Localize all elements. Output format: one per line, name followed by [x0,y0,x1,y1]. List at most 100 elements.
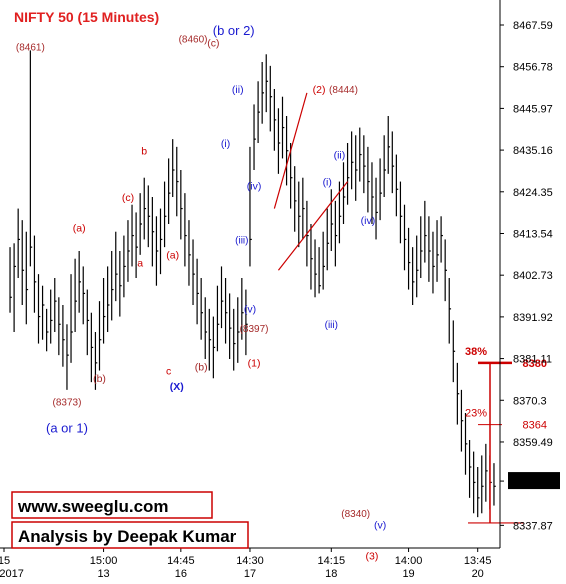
fibonacci-levels: 38% 8380 23% 8364 [465,346,547,524]
price-bar [416,235,419,298]
price-bar [379,158,382,221]
last-price-label: 8349.35 [513,476,553,488]
price-bar [412,247,415,305]
wave-label: c [166,365,171,377]
price-bar [245,289,248,356]
wave-label: (b or 2) [213,23,255,38]
y-tick-label: 8424.35 [513,187,553,199]
y-tick-label: 8456.78 [513,62,553,74]
price-bar [391,131,395,194]
price-bar [473,451,476,514]
wave-label: (3) [366,551,379,563]
price-bar [318,247,321,294]
website-text: www.sweeglu.com [17,497,169,516]
price-bar [188,220,191,286]
price-bar [17,208,20,278]
price-bar [302,177,305,240]
price-bar [66,324,69,390]
price-bar [359,127,362,182]
website-box-border [11,491,213,519]
price-bar [330,189,334,251]
x-date-label: 13 [97,568,109,580]
wave-label: (a) [73,223,86,235]
price-bar [456,362,460,425]
wave-label: (i) [323,176,332,188]
wave-label: (8340) [341,509,370,520]
price-bar [281,96,285,159]
price-bar [420,216,423,278]
price-bar [464,413,468,475]
price-bar [155,216,159,286]
price-bar [273,89,277,151]
price-bar [29,50,33,267]
price-bar [216,285,220,352]
y-tick-label: 8359.49 [513,437,553,449]
price-bar [159,208,163,275]
y-tick-label: 8381.11 [513,354,552,366]
fib-percent-label: 23% [465,408,487,420]
price-bar [208,308,212,371]
y-tick-label: 8445.97 [513,103,553,115]
price-bar [351,131,354,190]
price-bar [74,258,77,332]
price-bar [371,162,374,224]
price-bar [220,266,224,329]
price-bar [294,166,297,232]
fib-price-label: 8380 [523,358,547,370]
price-bar [249,146,252,267]
wave-label: (8460) [179,35,208,46]
price-bar [367,146,370,213]
price-bar [94,332,98,390]
price-bar [70,274,73,363]
price-bar [314,239,317,298]
price-bar [444,239,447,302]
price-bar [407,227,411,290]
price-bar [363,135,366,194]
price-bar [33,235,37,313]
price-bar [90,312,94,383]
price-bar [102,278,106,344]
price-bar [298,181,301,248]
x-date-label: 20 [472,568,484,580]
price-bar [261,62,264,124]
price-bar [375,177,378,240]
price-bar [399,181,403,244]
wave-label: (b) [93,373,106,385]
price-bar [481,455,484,514]
price-bar [25,231,29,325]
price-bar [13,243,16,332]
wave-label: (c) [207,38,219,50]
price-bar [204,297,208,359]
price-bar [326,208,330,271]
wave-label: (c) [122,192,134,204]
wave-label: (8373) [53,397,82,408]
price-bar [176,146,179,217]
x-date-label: 19 [402,568,414,580]
wave-label: (2) [313,84,326,96]
x-date-label: 12/2017 [0,568,24,580]
price-bar [477,467,480,518]
chart-title: NIFTY 50 (15 Minutes) [14,9,159,25]
price-bar [440,216,443,263]
wave-label: (iii) [325,320,338,331]
wave-label: (1) [248,358,261,370]
price-bar [310,224,313,290]
price-bar [196,258,199,325]
price-bar [151,197,155,267]
price-bar [334,200,338,267]
analysis-text: Analysis by Deepak Kumar [18,527,237,546]
price-bar [428,216,431,282]
wave-label: (a) [166,250,179,262]
price-bar [46,308,49,352]
price-bar [387,116,391,174]
x-time-label: 13:45 [464,555,492,567]
price-bar [395,154,399,217]
price-bar [383,135,386,197]
wave-label: a [137,257,143,269]
price-bar [86,289,90,356]
price-bar [452,320,456,383]
price-bar [50,289,53,344]
price-bar [285,116,289,186]
price-bar [98,301,102,371]
